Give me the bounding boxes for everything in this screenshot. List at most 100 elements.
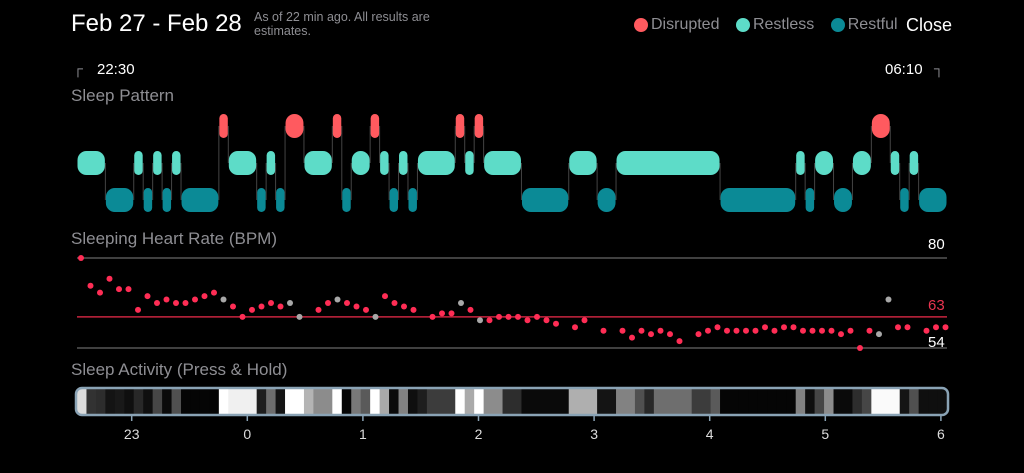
activity-slot [303, 389, 315, 414]
activity-slot [266, 389, 277, 414]
hr-data-point [800, 327, 806, 334]
sleep-segment-restless [465, 151, 474, 175]
activity-slot [256, 389, 267, 414]
hr-data-point [619, 327, 626, 334]
sleep-segment-restless [172, 151, 181, 175]
activity-slot [181, 389, 192, 414]
sleep-segment-disrupted [370, 114, 380, 138]
legend-label: Disrupted [651, 16, 720, 33]
activity-slot [597, 389, 608, 414]
hr-data-point [154, 300, 160, 306]
hr-data-point [173, 300, 179, 306]
hr-data-point [486, 317, 493, 324]
activity-slot [493, 389, 504, 414]
sleep-segment-restful [143, 188, 153, 212]
activity-slot [332, 389, 343, 414]
activity-slot [833, 389, 844, 414]
hr-data-point [923, 327, 930, 334]
legend: Disrupted Restless Restful [622, 16, 898, 37]
hr-data-point [429, 313, 436, 320]
hr-data-point [211, 289, 217, 296]
activity-slot [133, 389, 144, 414]
sleep-segment-disrupted [332, 114, 342, 138]
activity-slot [228, 389, 239, 414]
activity-slot [937, 389, 948, 414]
hr-data-point [467, 306, 474, 313]
activity-slot [559, 389, 570, 414]
hr-data-point [315, 306, 322, 313]
activity-slot [285, 389, 296, 414]
activity-slot [341, 389, 352, 414]
estimate-note: As of 22 min ago. All results are estima… [254, 10, 430, 38]
activity-slot [322, 389, 333, 414]
sleep-segment-disrupted [474, 114, 484, 138]
activity-slot [445, 389, 456, 414]
sleep-segment-restless [417, 151, 455, 175]
hr-data-point [534, 313, 540, 320]
activity-bar-scrubber[interactable] [74, 386, 950, 417]
start-time: 22:30 [97, 61, 135, 78]
hr-data-point [733, 327, 740, 334]
hr-data-point [372, 313, 379, 320]
hr-data-point [657, 327, 664, 334]
hr-data-point [477, 317, 483, 324]
activity-slot [209, 389, 220, 414]
hr-data-point [847, 327, 854, 334]
hr-data-point [106, 275, 113, 282]
activity-slot [199, 389, 210, 414]
activity-slot [672, 389, 683, 414]
legend-label: Restful [847, 16, 898, 33]
activity-slot [407, 389, 419, 414]
sleep-pattern-title: Sleep Pattern [71, 86, 175, 105]
hr-data-point [933, 324, 939, 331]
activity-slot [530, 389, 541, 414]
activity-slot [578, 389, 589, 414]
hr-data-point [838, 331, 844, 338]
hr-data-point [828, 327, 835, 334]
hr-data-point [581, 317, 588, 324]
hr-data-point [876, 331, 882, 338]
hr-data-point [334, 296, 341, 303]
activity-slot [86, 389, 97, 414]
hr-min-label: 54 [928, 334, 945, 351]
activity-slot [521, 389, 532, 414]
hr-data-point [885, 296, 892, 303]
activity-slot [776, 389, 787, 414]
hr-data-point [344, 300, 350, 306]
activity-slot [928, 389, 939, 414]
sleep-segment-restful [257, 188, 266, 212]
activity-slot [720, 389, 731, 414]
hr-data-point [258, 303, 265, 310]
activity-slot [805, 389, 816, 414]
close-button[interactable]: Close [906, 15, 953, 35]
activity-slot [701, 389, 712, 414]
hr-data-point [192, 296, 198, 303]
activity-slot [417, 389, 428, 414]
activity-slot [275, 389, 286, 414]
activity-slot [814, 389, 825, 414]
activity-slot [540, 389, 551, 414]
activity-slot [143, 389, 154, 414]
corner-bracket-right-icon: ┐ [934, 60, 944, 76]
activity-slot [171, 389, 182, 414]
activity-slot [842, 389, 854, 414]
sleep-segment-restful [181, 188, 219, 212]
activity-slot [710, 389, 721, 414]
hr-data-point [942, 324, 949, 331]
activity-slot [398, 389, 409, 414]
hr-data-point [401, 303, 407, 310]
hr-data-point [220, 296, 227, 303]
activity-slot [152, 389, 163, 414]
hr-data-point [771, 327, 778, 334]
sleep-segment-restless [484, 151, 521, 175]
hr-data-point [866, 327, 873, 334]
hr-data-point [135, 306, 141, 313]
activity-slot [360, 389, 371, 414]
disrupted-dot-icon [634, 18, 648, 32]
hr-data-point [182, 300, 189, 306]
hr-data-point [125, 286, 132, 293]
sleep-segment-restless [134, 151, 143, 175]
activity-slot [313, 389, 324, 414]
sleep-segment-restless [909, 151, 919, 175]
hour-tick-label: 23 [124, 426, 140, 442]
